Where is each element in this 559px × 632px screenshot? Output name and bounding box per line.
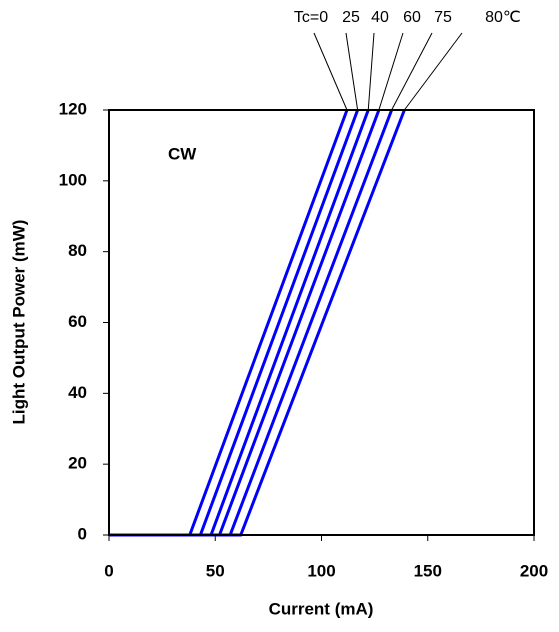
x-axis-label: Current (mA) (269, 599, 374, 618)
y-tick-label: 0 (78, 524, 87, 543)
y-tick-label: 100 (59, 170, 87, 189)
annotation: CW (168, 144, 197, 163)
x-tick-label: 0 (104, 561, 113, 580)
series-label: 25 (342, 9, 360, 26)
leader-line (313, 32, 348, 111)
x-tick-label: 150 (414, 561, 442, 580)
y-tick-label: 60 (68, 312, 87, 331)
series-label: 40 (371, 9, 389, 26)
y-tick-label: 80 (68, 241, 87, 260)
series-line (109, 109, 394, 537)
leader-line (391, 32, 433, 111)
x-tick-label: 200 (520, 561, 548, 580)
y-axis-label: Light Output Power (mW) (9, 220, 28, 425)
series-label: 60 (403, 9, 421, 26)
plot-frame (108, 109, 535, 536)
leader-line (403, 32, 463, 111)
y-tick-label: 40 (68, 383, 87, 402)
series-line (109, 109, 406, 537)
series-line (109, 109, 381, 537)
x-tick-label: 50 (206, 561, 225, 580)
y-tick-label: 20 (68, 454, 87, 473)
leader-line (367, 32, 375, 111)
y-tick-label: 120 (59, 99, 87, 118)
series-label: 80℃ (485, 9, 521, 26)
x-tick-label: 100 (307, 561, 335, 580)
leader-line (378, 32, 404, 111)
leader-line (345, 32, 359, 111)
series-label: 75 (434, 9, 452, 26)
series-label: Tc=0 (294, 9, 328, 26)
series-line (109, 109, 370, 537)
